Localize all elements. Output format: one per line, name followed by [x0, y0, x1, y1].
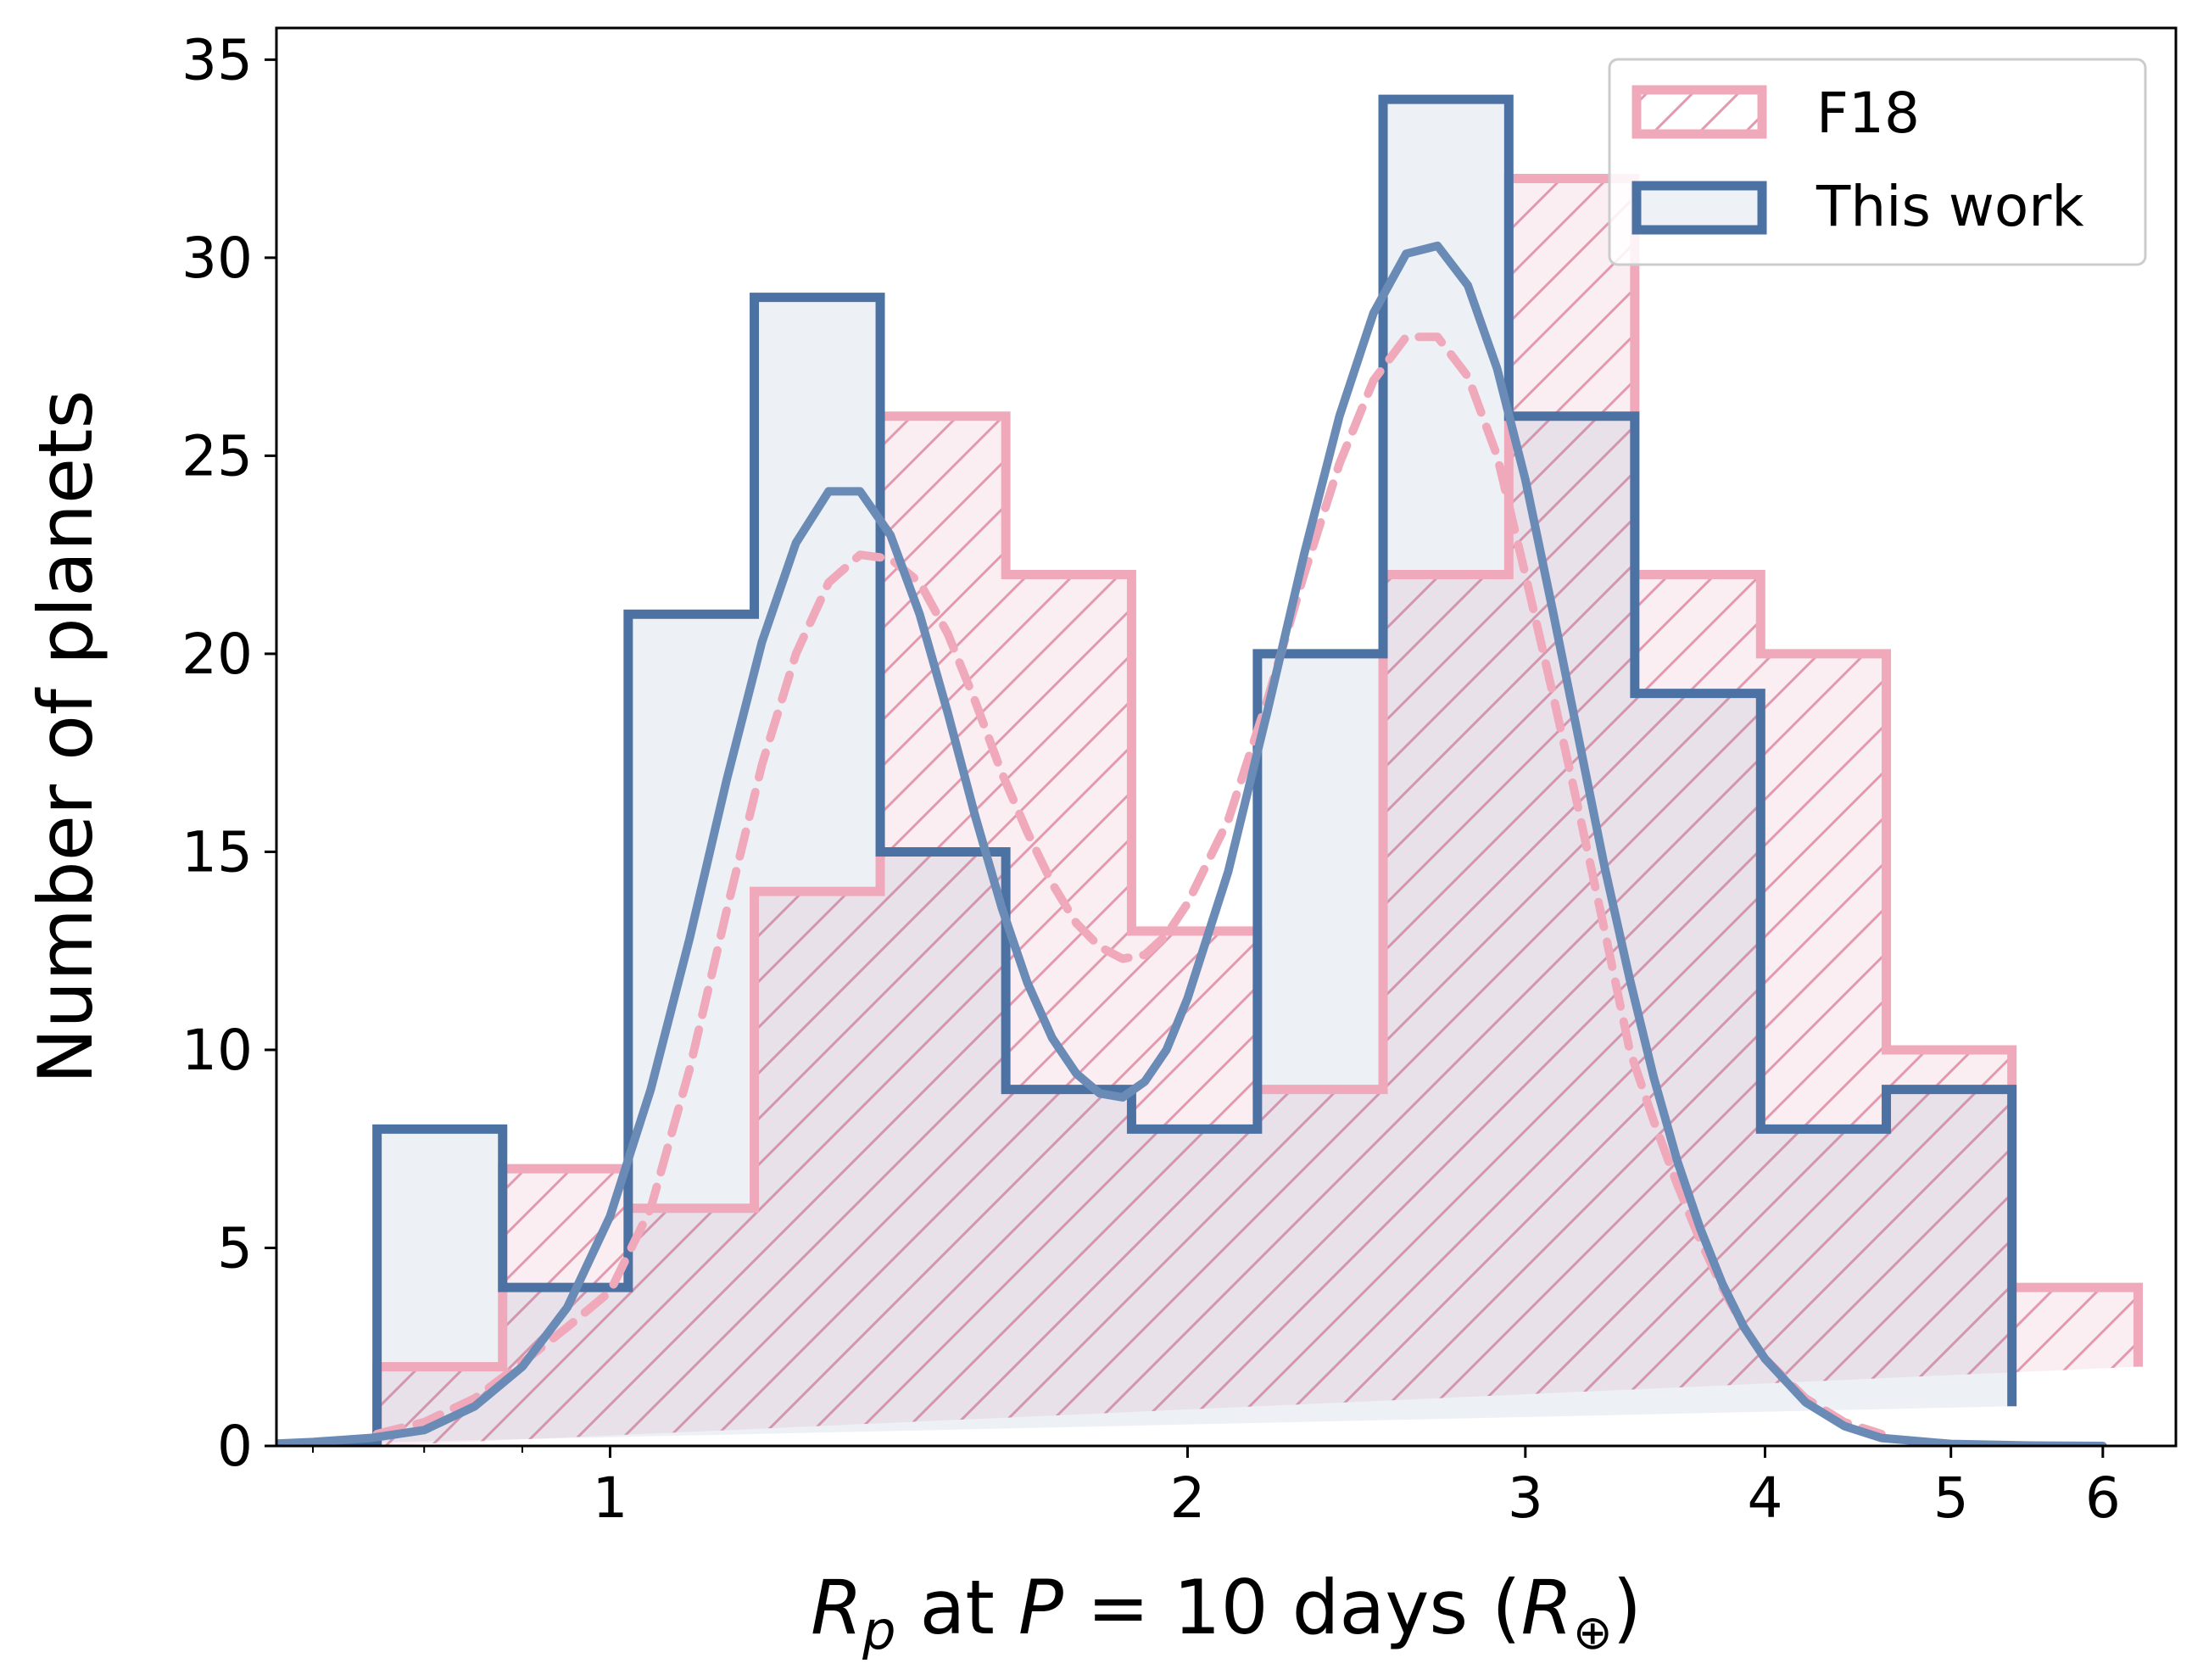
x-tick-label-6: 6 [2085, 1465, 2121, 1531]
y-tick-label-15: 15 [181, 819, 253, 885]
bar-this-work-9 [1383, 99, 1509, 1446]
y-tick-label-30: 30 [181, 226, 253, 291]
plot-frame [275, 26, 2178, 1448]
bar-this-work-8 [1258, 654, 1383, 1446]
kde-curve-this-work [276, 241, 2107, 1446]
x-axis-title-var: R [811, 1564, 862, 1651]
step-outline-this-work [276, 94, 2017, 1446]
y-tick-label-10: 10 [181, 1018, 253, 1083]
legend: F18 This work [1608, 58, 2147, 266]
x-tick-label-3: 3 [1508, 1465, 1543, 1531]
y-axis-title: Number of planets [22, 390, 109, 1085]
x-tick-label-4: 4 [1747, 1465, 1782, 1531]
bar-this-work-4 [755, 298, 880, 1446]
fill-this-work [276, 99, 2012, 1446]
x-axis-title-rsub: ⊕ [1573, 1605, 1613, 1660]
x-axis-title-mid: at [895, 1564, 1018, 1651]
x-axis-title-rvar: R [1521, 1564, 1573, 1651]
bar-this-work-5 [880, 851, 1006, 1446]
y-tick-label-5: 5 [217, 1215, 253, 1281]
x-tick-label-5: 5 [1933, 1465, 1969, 1531]
fill-f18 [376, 178, 2139, 1446]
bar-this-work-12 [1760, 1129, 1886, 1446]
legend-label-f18: F18 [1816, 81, 1920, 146]
legend-label-this-work: This work [1816, 174, 2084, 239]
bar-this-work-6 [1006, 1090, 1131, 1446]
y-tick-label-25: 25 [181, 423, 253, 488]
y-tick-label-0: 0 [217, 1414, 253, 1479]
bar-f18-13 [2012, 1287, 2139, 1446]
bar-this-work-7 [1131, 1129, 1257, 1446]
legend-swatch-this-work [1631, 181, 1767, 235]
x-axis-title-pvar: P [1018, 1564, 1063, 1651]
x-axis-title-eq: = 10 days ( [1063, 1564, 1521, 1651]
kde-curve-f18 [372, 332, 1886, 1438]
x-axis-title-close: ) [1613, 1564, 1642, 1651]
x-tick-label-1: 1 [592, 1465, 627, 1531]
x-tick-label-2: 2 [1169, 1465, 1205, 1531]
x-axis-title-sub: p [862, 1599, 895, 1661]
y-tick-label-35: 35 [181, 27, 253, 92]
y-tick-label-20: 20 [181, 622, 253, 687]
bar-this-work-13 [1887, 1090, 2012, 1446]
legend-swatch-f18 [1631, 85, 1767, 139]
x-axis-title: Rp at P = 10 days (R⊕) [811, 1564, 1642, 1661]
